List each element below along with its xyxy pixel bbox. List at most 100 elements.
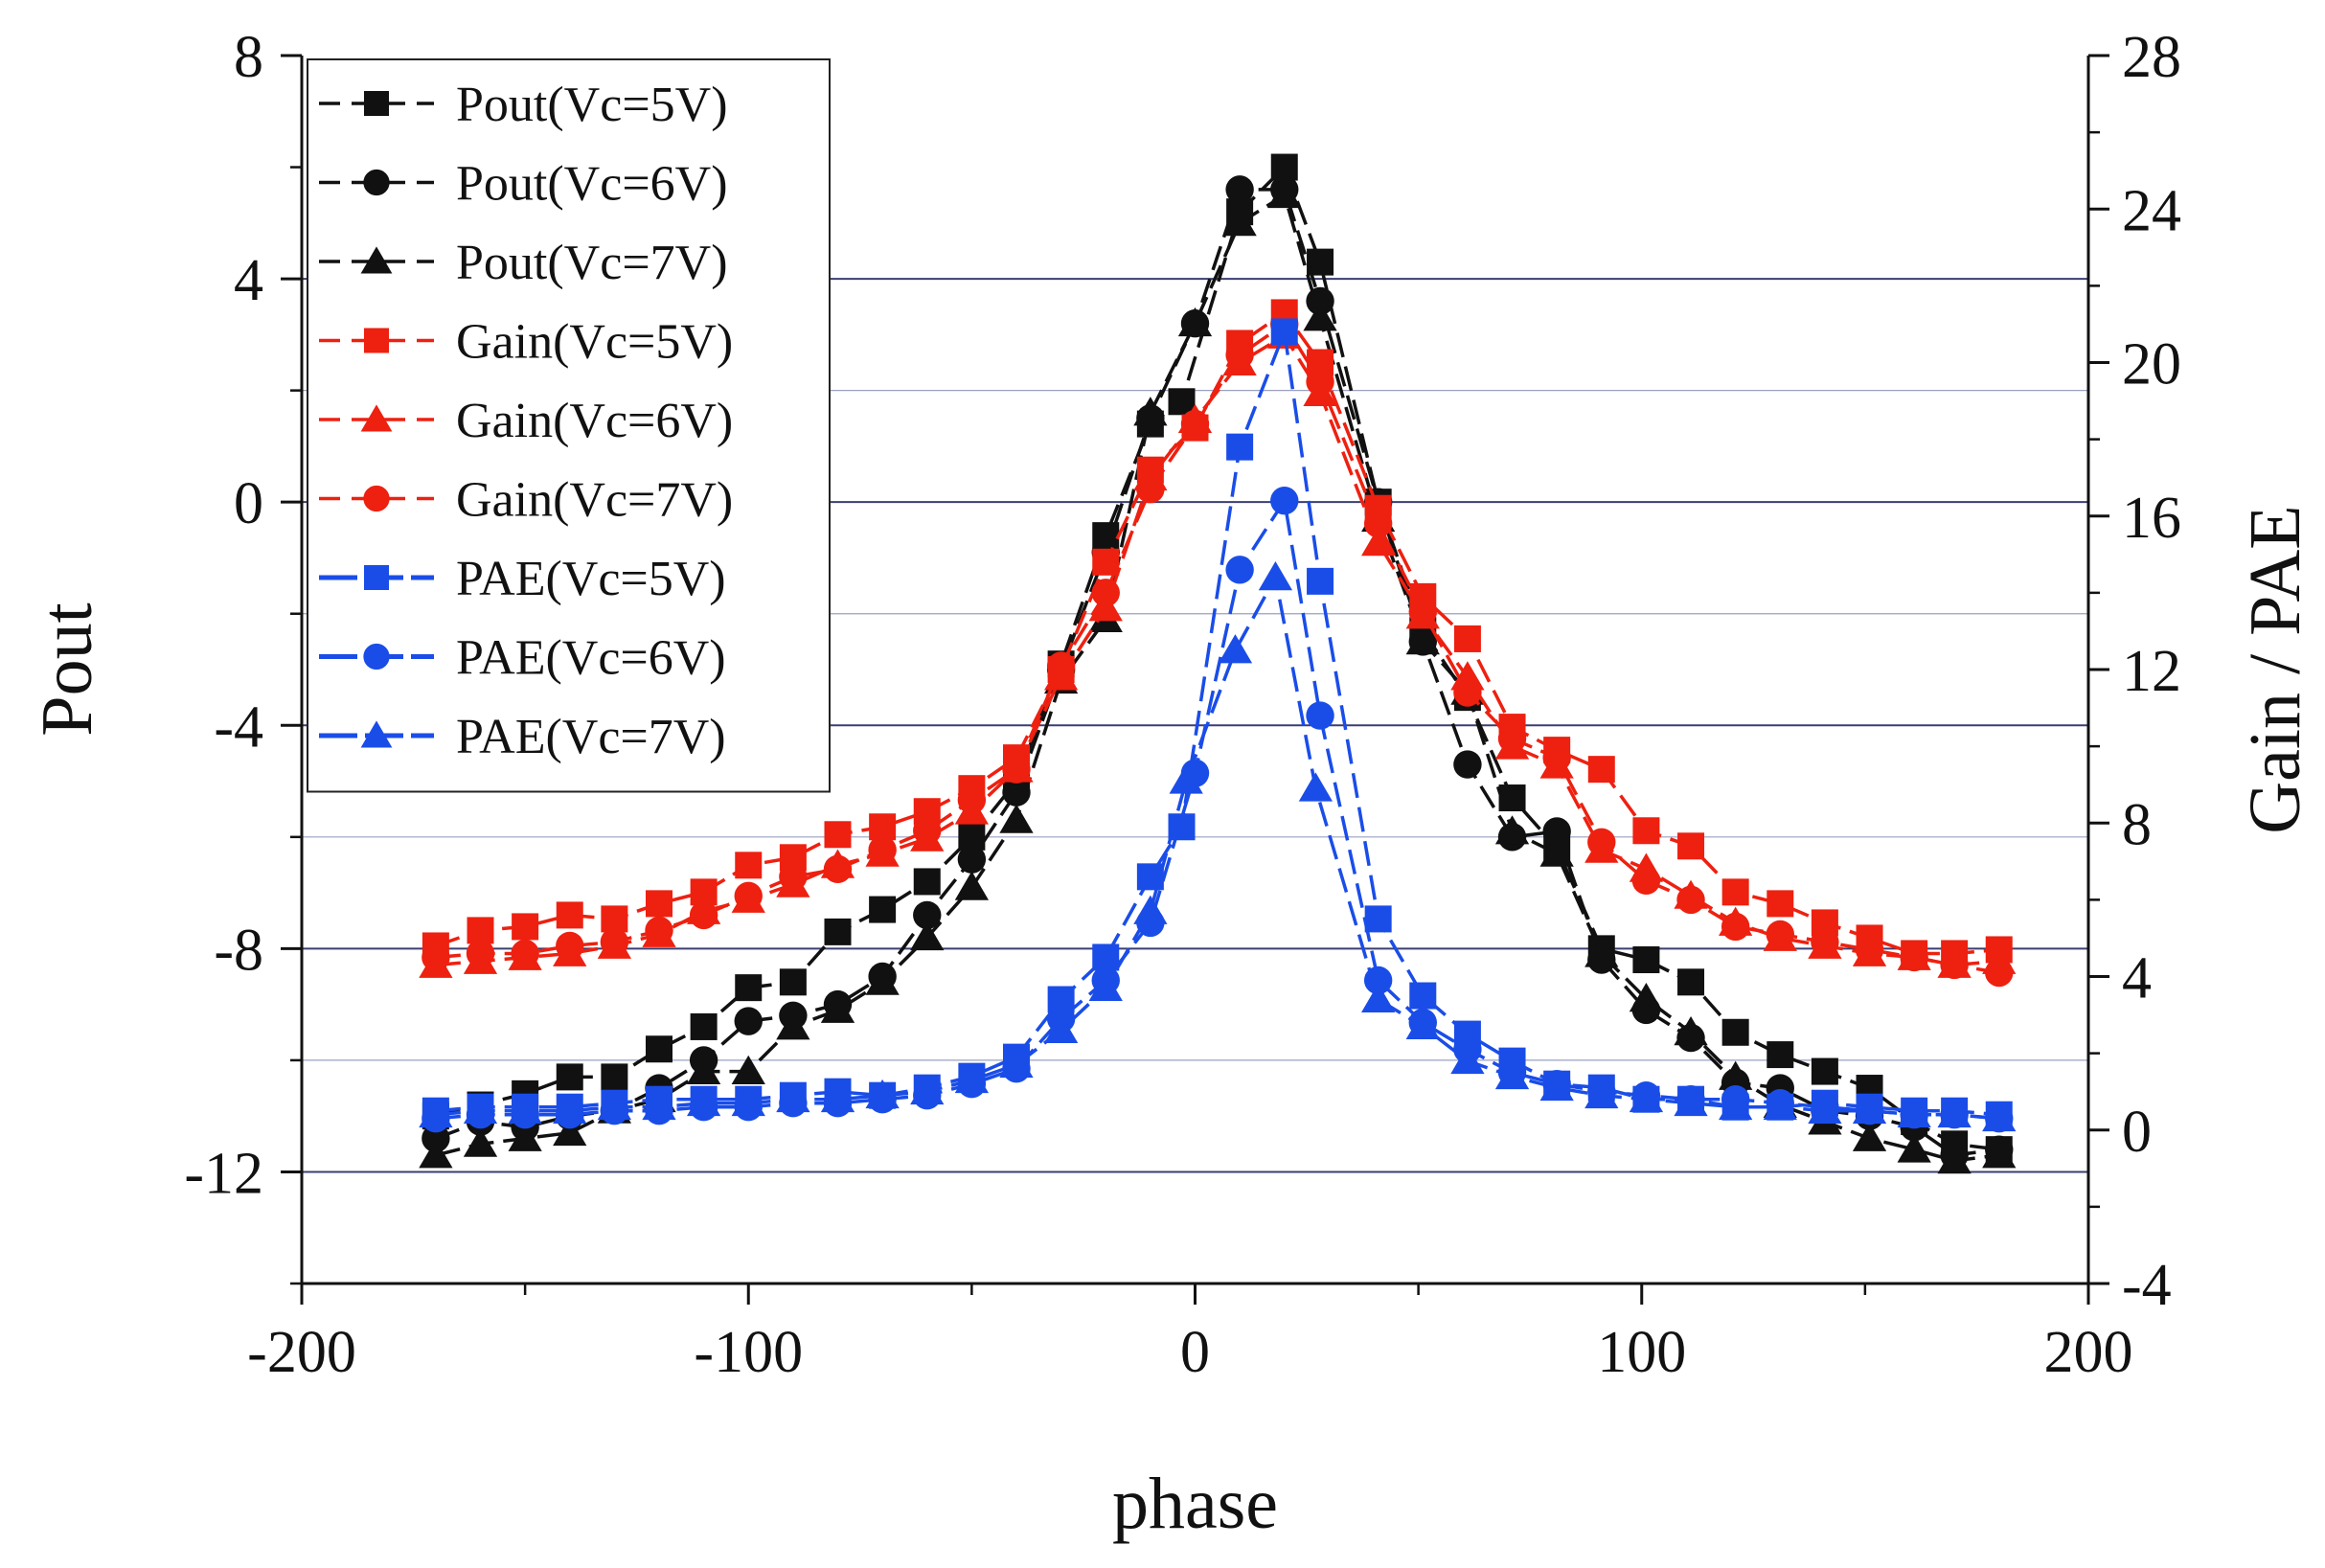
series-5-point-13 <box>1002 755 1031 784</box>
series-2-point-2 <box>508 1122 542 1151</box>
y-left-tick-label-0: -12 <box>184 1141 263 1206</box>
y-left-tick-label-1: -8 <box>214 918 263 983</box>
series-5-point-30 <box>1766 920 1794 949</box>
series-0-point-7 <box>735 974 763 1002</box>
series-2-point-29 <box>1719 1060 1753 1090</box>
series-2-point-1 <box>463 1127 498 1157</box>
series-8-point-7 <box>731 1086 765 1117</box>
series-8-point-17 <box>1169 764 1203 794</box>
series-2-point-0 <box>419 1139 453 1169</box>
series-3-point-7 <box>735 852 763 879</box>
x-tick-label-3: 100 <box>1597 1320 1686 1385</box>
series-6-point-20 <box>1307 567 1334 595</box>
series-5-point-31 <box>1811 927 1839 957</box>
series-5-point-4 <box>600 927 629 957</box>
y-right-tick-label-3: 8 <box>2122 792 2152 857</box>
series-0-point-6 <box>690 1012 718 1040</box>
series-2-point-33 <box>1897 1133 1931 1163</box>
y-left-axis-title: Pout <box>27 602 107 736</box>
series-0-point-27 <box>1632 946 1660 974</box>
series-3-point-26 <box>1587 756 1615 784</box>
series-8-point-19 <box>1258 561 1293 591</box>
series-5-point-7 <box>734 881 763 911</box>
y-right-tick-label-2: 4 <box>2122 946 2152 1011</box>
series-8-point-25 <box>1539 1071 1574 1102</box>
series-3-point-3 <box>556 901 583 929</box>
series-5-point-35 <box>1985 958 2014 988</box>
series-5-point-3 <box>556 931 584 961</box>
series-0-point-5 <box>646 1035 672 1063</box>
y-left-tick-label-4: 4 <box>234 248 263 313</box>
x-tick-label-4: 200 <box>2044 1320 2133 1385</box>
y-right-tick-label-6: 20 <box>2122 332 2181 398</box>
series-0-point-8 <box>779 968 807 996</box>
series-5-point-17 <box>1180 409 1210 439</box>
series-3-point-27 <box>1632 817 1660 845</box>
series-1-point-23 <box>1453 750 1482 779</box>
series-5-point-8 <box>779 862 808 892</box>
series-8-point-0 <box>419 1098 453 1128</box>
series-5-point-24 <box>1497 724 1527 753</box>
series-8-point-16 <box>1133 895 1168 924</box>
legend-marker-1 <box>363 169 390 196</box>
series-3-point-10 <box>869 813 897 841</box>
series-3-point-30 <box>1767 890 1794 918</box>
series-0-point-10 <box>869 896 897 923</box>
series-group <box>419 153 2017 1174</box>
series-5-point-14 <box>1046 651 1076 680</box>
series-8 <box>419 561 2017 1132</box>
series-8-point-23 <box>1450 1044 1485 1075</box>
series-5-point-6 <box>689 900 718 930</box>
series-2-point-6 <box>686 1055 721 1085</box>
series-2-point-3 <box>553 1116 587 1147</box>
series-2-point-7 <box>731 1055 765 1085</box>
legend-marker-6 <box>364 565 389 590</box>
series-2-point-24 <box>1494 815 1530 845</box>
series-5-point-0 <box>422 943 450 972</box>
series-8-point-32 <box>1852 1094 1887 1125</box>
axes: -200 -100 0 100 200 -12 -8 -4 0 4 8 -4 0 4 8 12 16 20 24 28 <box>184 25 2181 1385</box>
y-left-tick-label-5: 8 <box>234 25 263 90</box>
series-8-point-4 <box>597 1090 632 1121</box>
x-tick-label-2: 0 <box>1180 1320 1210 1385</box>
series-8-point-30 <box>1763 1090 1797 1121</box>
series-2-point-28 <box>1674 1015 1708 1046</box>
series-0-point-3 <box>556 1063 583 1091</box>
y-right-axis-title: Gain / PAE <box>2235 505 2315 833</box>
series-5-point-9 <box>823 854 853 884</box>
legend-label-0: Pout(Vc=5V) <box>456 78 728 132</box>
series-8-point-6 <box>686 1086 721 1117</box>
series-8-point-35 <box>1982 1102 2017 1132</box>
series-5-point-10 <box>868 835 897 864</box>
series-3-point-4 <box>601 905 628 933</box>
series-5-point-16 <box>1136 475 1165 504</box>
series-8-point-31 <box>1808 1094 1842 1125</box>
legend-marker-3 <box>364 328 389 353</box>
series-8-point-14 <box>1043 1013 1079 1044</box>
series-3-point-2 <box>512 913 539 941</box>
series-6-point-22 <box>1409 982 1437 1010</box>
legend-label-3: Gain(Vc=5V) <box>456 315 733 370</box>
series-2-point-19 <box>1267 178 1302 209</box>
series-5-point-27 <box>1631 866 1661 896</box>
series-8-point-33 <box>1897 1098 1931 1128</box>
series-2-point-25 <box>1539 837 1574 867</box>
series-8-point-21 <box>1361 983 1396 1012</box>
series-0-point-4 <box>601 1063 628 1091</box>
series-2-point-16 <box>1133 397 1168 426</box>
series-5 <box>422 309 2014 988</box>
legend-marker-4 <box>360 404 393 432</box>
series-2-point-22 <box>1405 625 1440 655</box>
series-8-point-29 <box>1719 1090 1753 1121</box>
series-1-point-0 <box>422 1124 450 1153</box>
series-3-point-23 <box>1453 625 1481 652</box>
series-8-point-2 <box>508 1094 542 1125</box>
series-5-point-11 <box>913 816 942 845</box>
x-tick-label-1: -100 <box>694 1320 803 1385</box>
series-8-point-5 <box>642 1090 676 1121</box>
x-axis-title: phase <box>1112 1464 1278 1544</box>
legend-marker-7 <box>363 643 390 670</box>
legend-marker-8 <box>360 720 393 748</box>
series-5-point-21 <box>1363 510 1393 538</box>
series-2-point-9 <box>820 993 855 1023</box>
